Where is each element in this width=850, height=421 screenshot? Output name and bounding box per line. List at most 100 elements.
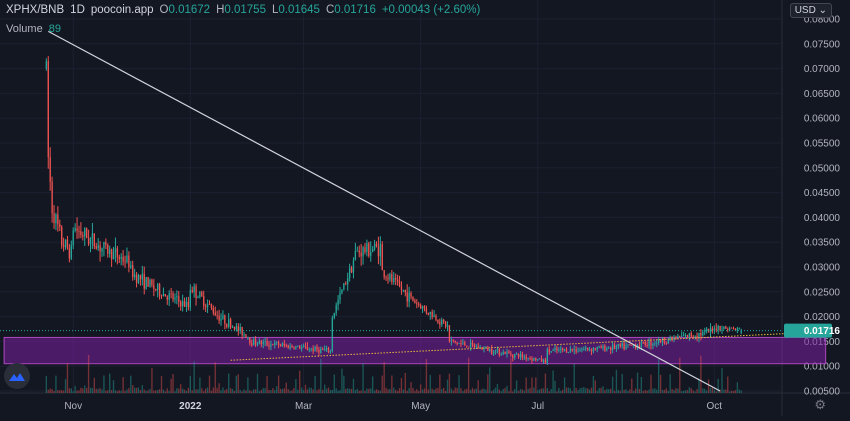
candle-body [287, 345, 289, 349]
volume-bar [583, 387, 585, 393]
candle-body [218, 315, 220, 321]
volume-bar [652, 388, 654, 393]
candle-body [531, 358, 533, 361]
volume-bar [535, 377, 537, 393]
candle-body [181, 301, 184, 307]
candle-body [114, 248, 117, 253]
chevron-down-icon: ⌄ [818, 5, 827, 16]
volume-bar [85, 387, 88, 393]
candle-body [126, 255, 128, 262]
candle-body [231, 326, 234, 328]
candle-body [496, 348, 499, 351]
volume-bar [502, 388, 504, 393]
candle-body [535, 358, 537, 361]
candle-body [82, 234, 84, 237]
candle-body [585, 347, 587, 349]
candle-body [327, 347, 330, 353]
candle-body [669, 337, 671, 340]
candle-body [473, 344, 476, 348]
candle-body [575, 349, 577, 352]
candle-body [406, 292, 408, 302]
candle-body [730, 327, 733, 329]
volume-bar [425, 358, 428, 393]
volume-bar [164, 391, 167, 393]
volume-bar [224, 390, 226, 393]
volume-bar [222, 387, 224, 393]
volume-bar [571, 390, 573, 393]
volume-bar [155, 390, 157, 393]
candle-body [554, 347, 556, 350]
candle-body [492, 353, 495, 355]
symbol-name[interactable]: XPHX/BNB [6, 4, 65, 16]
candle-body [89, 238, 92, 245]
candle-body [498, 348, 501, 355]
volume-bar [665, 388, 668, 393]
candle-body [441, 319, 443, 325]
volume-bar [604, 390, 606, 393]
candle-body [59, 224, 61, 227]
candle-body [350, 267, 353, 273]
candle-body [224, 315, 226, 324]
volume-bar [423, 388, 426, 393]
candle-body [318, 349, 320, 353]
volume-bar [412, 387, 414, 393]
candle-body [61, 226, 63, 246]
candle-body [158, 284, 161, 296]
price-tick-label: 0.05000 [804, 163, 841, 174]
range-box [3, 336, 827, 365]
volume-bar [99, 388, 101, 393]
candle-body [262, 341, 264, 345]
candle-body [331, 317, 334, 352]
interval-label[interactable]: 1D [70, 4, 85, 16]
volume-bar [157, 390, 159, 393]
gear-icon[interactable]: ⚙ [814, 397, 826, 412]
volume-bar [76, 390, 78, 393]
volume-bar [181, 388, 184, 393]
volume-bar [730, 390, 733, 393]
candle-body [711, 328, 714, 331]
volume-bar [49, 388, 51, 393]
volume-bar [684, 390, 687, 393]
volume-bar [59, 390, 61, 393]
volume-bar [615, 369, 618, 393]
currency-select[interactable]: USD ⌄ [789, 3, 832, 18]
volume-bar [431, 388, 433, 393]
volume-bar [283, 388, 286, 393]
volume-bar [66, 363, 69, 393]
candle-body [529, 358, 531, 359]
candle-body [352, 260, 355, 273]
candle-body [600, 346, 602, 349]
volume-bar [356, 388, 358, 393]
volume-bar [220, 390, 222, 393]
candle-body [375, 243, 378, 247]
candle-body [109, 249, 111, 254]
candle-body [544, 359, 547, 363]
volume-bar [228, 373, 230, 393]
candle-body [638, 345, 641, 348]
candle-body [174, 297, 176, 300]
candle-body [648, 340, 650, 347]
volume-bar [256, 373, 259, 393]
volume-bar [443, 387, 445, 393]
candle-body [631, 345, 633, 346]
candle-body [170, 293, 172, 295]
candle-body [335, 305, 337, 314]
candle-body [297, 345, 299, 347]
high-label: H [216, 4, 225, 16]
candle-body [310, 348, 312, 350]
candle-body [644, 341, 646, 346]
candle-body [85, 228, 88, 238]
candle-body [373, 243, 376, 249]
candle-body [237, 326, 239, 331]
candle-body [686, 334, 689, 337]
volume-bar [178, 388, 180, 393]
candle-body [389, 274, 391, 280]
volume-bar [467, 357, 470, 393]
tradingview-logo-icon[interactable] [4, 363, 30, 389]
candle-body [577, 351, 579, 353]
volume-bar [322, 389, 324, 393]
candle-body [481, 347, 483, 350]
volume-bar [145, 390, 147, 393]
